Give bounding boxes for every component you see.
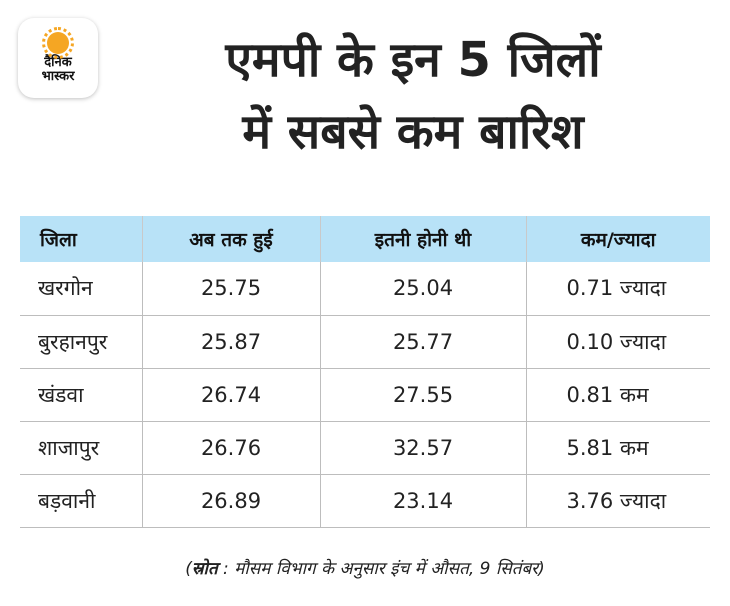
cell-difference: 0.71 ज्यादा [526, 262, 710, 316]
source-text: : मौसम विभाग के अनुसार इंच में औसत, 9 सि… [217, 559, 545, 579]
cell-difference: 5.81 कम [526, 421, 710, 475]
header-difference: कम/ज्यादा [526, 216, 710, 262]
table-row: बड़वानी 26.89 23.14 3.76 ज्यादा [20, 474, 710, 528]
cell-difference: 0.81 कम [526, 368, 710, 422]
cell-expected: 25.04 [320, 262, 527, 316]
table-row: शाजापुर 26.76 32.57 5.81 कम [20, 421, 710, 475]
cell-received: 25.87 [142, 315, 321, 369]
cell-difference: 0.10 ज्यादा [526, 315, 710, 369]
cell-received: 26.74 [142, 368, 321, 422]
header-expected: इतनी होनी थी [320, 216, 527, 262]
source-label: स्रोत [191, 559, 218, 579]
cell-district: बुरहानपुर [20, 315, 143, 369]
dainik-bhaskar-logo: दैनिक भास्कर [18, 18, 98, 98]
source-open-paren: ( [185, 559, 192, 579]
header-district: जिला [20, 216, 143, 262]
header-received: अब तक हुई [142, 216, 321, 262]
cell-received: 26.76 [142, 421, 321, 475]
cell-district: बड़वानी [20, 474, 143, 528]
cell-district: शाजापुर [20, 421, 143, 475]
sun-icon [42, 27, 74, 59]
logo-text-line1: दैनिक [44, 55, 72, 70]
page-title: एमपी के इन 5 जिलों में सबसे कम बारिश [118, 24, 708, 168]
table-row: बुरहानपुर 25.87 25.77 0.10 ज्यादा [20, 315, 710, 369]
logo-text-line2: भास्कर [41, 69, 75, 84]
cell-expected: 25.77 [320, 315, 527, 369]
cell-difference: 3.76 ज्यादा [526, 474, 710, 528]
rainfall-table: जिला अब तक हुई इतनी होनी थी कम/ज्यादा खर… [20, 216, 710, 528]
table-row: खंडवा 26.74 27.55 0.81 कम [20, 368, 710, 422]
title-line1: एमपी के इन 5 जिलों [225, 32, 601, 88]
title-line2: में सबसे कम बारिश [242, 104, 584, 160]
cell-expected: 27.55 [320, 368, 527, 422]
table-row: खरगोन 25.75 25.04 0.71 ज्यादा [20, 262, 710, 316]
table-header-row: जिला अब तक हुई इतनी होनी थी कम/ज्यादा [20, 216, 710, 262]
cell-district: खंडवा [20, 368, 143, 422]
cell-received: 25.75 [142, 262, 321, 316]
cell-received: 26.89 [142, 474, 321, 528]
source-note: (स्रोत : मौसम विभाग के अनुसार इंच में औस… [0, 556, 730, 579]
cell-expected: 23.14 [320, 474, 527, 528]
cell-district: खरगोन [20, 262, 143, 316]
cell-expected: 32.57 [320, 421, 527, 475]
